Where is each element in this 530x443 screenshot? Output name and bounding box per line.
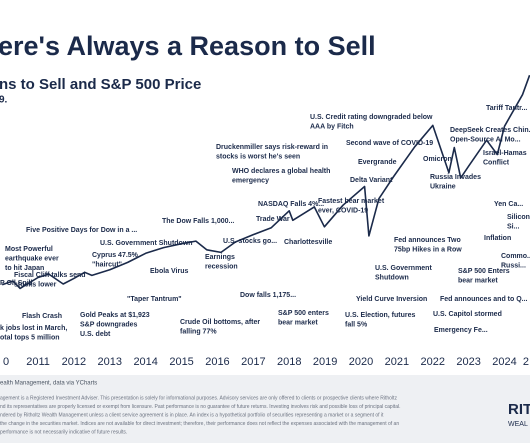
annotation: Evergrande xyxy=(358,159,397,166)
annotation: Delta Variant xyxy=(350,177,393,184)
x-tick-label: 2 xyxy=(523,356,529,368)
chart-title: ere's Always a Reason to Sell xyxy=(0,31,376,61)
annotation: Crude Oil bottoms, after xyxy=(180,319,260,326)
annotation: P Oil Spill xyxy=(0,280,33,287)
annotation: U.S. Election, futures xyxy=(345,312,416,319)
annotation: Second wave of COVID-19 xyxy=(346,140,433,147)
annotation: Fed announces and to Q... xyxy=(440,296,528,303)
annotation: WHO declares a global health xyxy=(232,168,330,175)
annotation: Flash Crash xyxy=(22,313,62,320)
logo: RIT xyxy=(508,401,530,418)
annotation: U.S. Government xyxy=(375,265,432,272)
annotation: Tariff Tantr... xyxy=(486,105,527,112)
annotation: The Dow Falls 1,000... xyxy=(162,218,234,225)
x-tick-label: 2024 xyxy=(492,356,516,368)
annotation: Omicron xyxy=(423,156,452,163)
annotation: U.S. Credit rating downgraded below xyxy=(310,114,433,121)
x-tick-label: 2017 xyxy=(241,356,265,368)
annotation: Fastest bear market xyxy=(318,198,385,205)
annotation: Charlottesville xyxy=(284,239,332,246)
annotation: Five Positive Days for Dow in a ... xyxy=(26,227,137,234)
annotation: Emergency Fe... xyxy=(434,327,488,334)
source: ealth Management, data via YCharts xyxy=(0,381,97,387)
annotation: Si... xyxy=(507,223,520,230)
x-tick-label: 2013 xyxy=(98,356,122,368)
annotation: Yield Curve Inversion xyxy=(356,296,427,303)
annotation: U.S. debt xyxy=(80,331,111,338)
annotation: ever, COVID-19 xyxy=(318,207,368,214)
annotation: Russia Invades xyxy=(430,174,481,181)
annotation: AAA by Fitch xyxy=(310,123,354,130)
annotation: Yen Ca... xyxy=(494,201,523,208)
annotation: U.S. Government Shutdown xyxy=(100,240,193,247)
price-line xyxy=(1,74,530,290)
annotation: falling 77% xyxy=(180,328,217,335)
annotation: Conflict xyxy=(483,159,510,166)
annotation: "haircut" xyxy=(92,261,122,268)
chart-subtitle: ns to Sell and S&P 500 Price xyxy=(0,76,201,93)
annotation: emergency xyxy=(232,177,269,184)
annotation: bear market xyxy=(278,319,318,326)
annotation: DeepSeek Creates Chin... xyxy=(450,127,530,134)
annotation: "Taper Tantrum" xyxy=(127,296,182,303)
annotation: Druckenmiller says risk-reward in xyxy=(216,144,328,151)
x-tick-label: 2016 xyxy=(205,356,229,368)
annotation: k jobs lost in March, xyxy=(0,325,67,332)
annotation: Russi... xyxy=(501,262,526,269)
annotation: U.S. Capitol stormed xyxy=(433,311,502,318)
annotation: Open-Source AI Mo... xyxy=(450,136,521,143)
x-tick-label: 2015 xyxy=(169,356,193,368)
annotation: Earnings xyxy=(205,254,235,261)
annotation: recession xyxy=(205,263,238,270)
disclosure: performance is not necessarily indicativ… xyxy=(0,429,127,435)
annotation: bear market xyxy=(458,277,498,284)
disclosure: ndered by Ritholtz Wealth Management unl… xyxy=(0,412,384,418)
x-tick-label: 2018 xyxy=(277,356,301,368)
x-tick-label: 2022 xyxy=(421,356,445,368)
annotation: fall 5% xyxy=(345,321,368,328)
annotation: earthquake ever xyxy=(5,255,59,262)
disclosure: agement is a Registered Investment Advis… xyxy=(0,395,397,401)
annotation: Inflation xyxy=(484,235,511,242)
x-tick-label: 2019 xyxy=(313,356,337,368)
x-tick-label: 2012 xyxy=(62,356,86,368)
footer-band xyxy=(0,375,530,443)
annotation: Fed announces Two xyxy=(394,237,461,244)
x-tick-label: 2011 xyxy=(26,356,50,368)
x-tick-label: 2014 xyxy=(133,356,157,368)
chart-note: 9. xyxy=(0,95,8,106)
annotation: Shutdown xyxy=(375,274,409,281)
x-tick-label: 2023 xyxy=(456,356,480,368)
x-tick-label: 0 xyxy=(3,356,9,368)
x-tick-label: 2020 xyxy=(349,356,373,368)
annotation: Dow falls 1,175... xyxy=(240,292,296,299)
annotation: stocks is worst he's seen xyxy=(216,153,300,160)
disclosure: nd its representatives are properly lice… xyxy=(0,404,400,410)
x-tick-label: 2021 xyxy=(385,356,409,368)
annotation: 75bp Hikes in a Row xyxy=(394,246,462,253)
annotation: stocks lower xyxy=(14,281,57,288)
annotation: Ebola Virus xyxy=(150,268,188,275)
annotation: S&P 500 enters xyxy=(278,310,329,317)
annotation: Gold Peaks at $1,923 xyxy=(80,312,150,319)
annotation: Trade War xyxy=(256,216,290,223)
annotation: U.S. stocks go... xyxy=(223,238,277,245)
logo-sub: WEAL xyxy=(508,421,528,428)
annotation: S&P 500 Enters xyxy=(458,268,510,275)
annotation: Most Powerful xyxy=(5,246,53,253)
annotation: Fiscal Cliff talks send xyxy=(14,272,86,279)
annotation: to hit Japan xyxy=(5,265,44,272)
annotation: NASDAQ Falls 4%... xyxy=(258,201,324,208)
annotation: Cyprus 47.5% xyxy=(92,252,139,259)
annotation: Israel-Hamas xyxy=(483,150,527,157)
annotation: otal tops 5 million xyxy=(0,334,60,341)
annotation: Silicon xyxy=(507,214,530,221)
annotation: Commo... xyxy=(501,253,530,260)
annotation: S&P downgrades xyxy=(80,321,138,328)
annotation: Ukraine xyxy=(430,183,456,190)
disclosure: the change in the securities market. Ind… xyxy=(0,421,399,427)
